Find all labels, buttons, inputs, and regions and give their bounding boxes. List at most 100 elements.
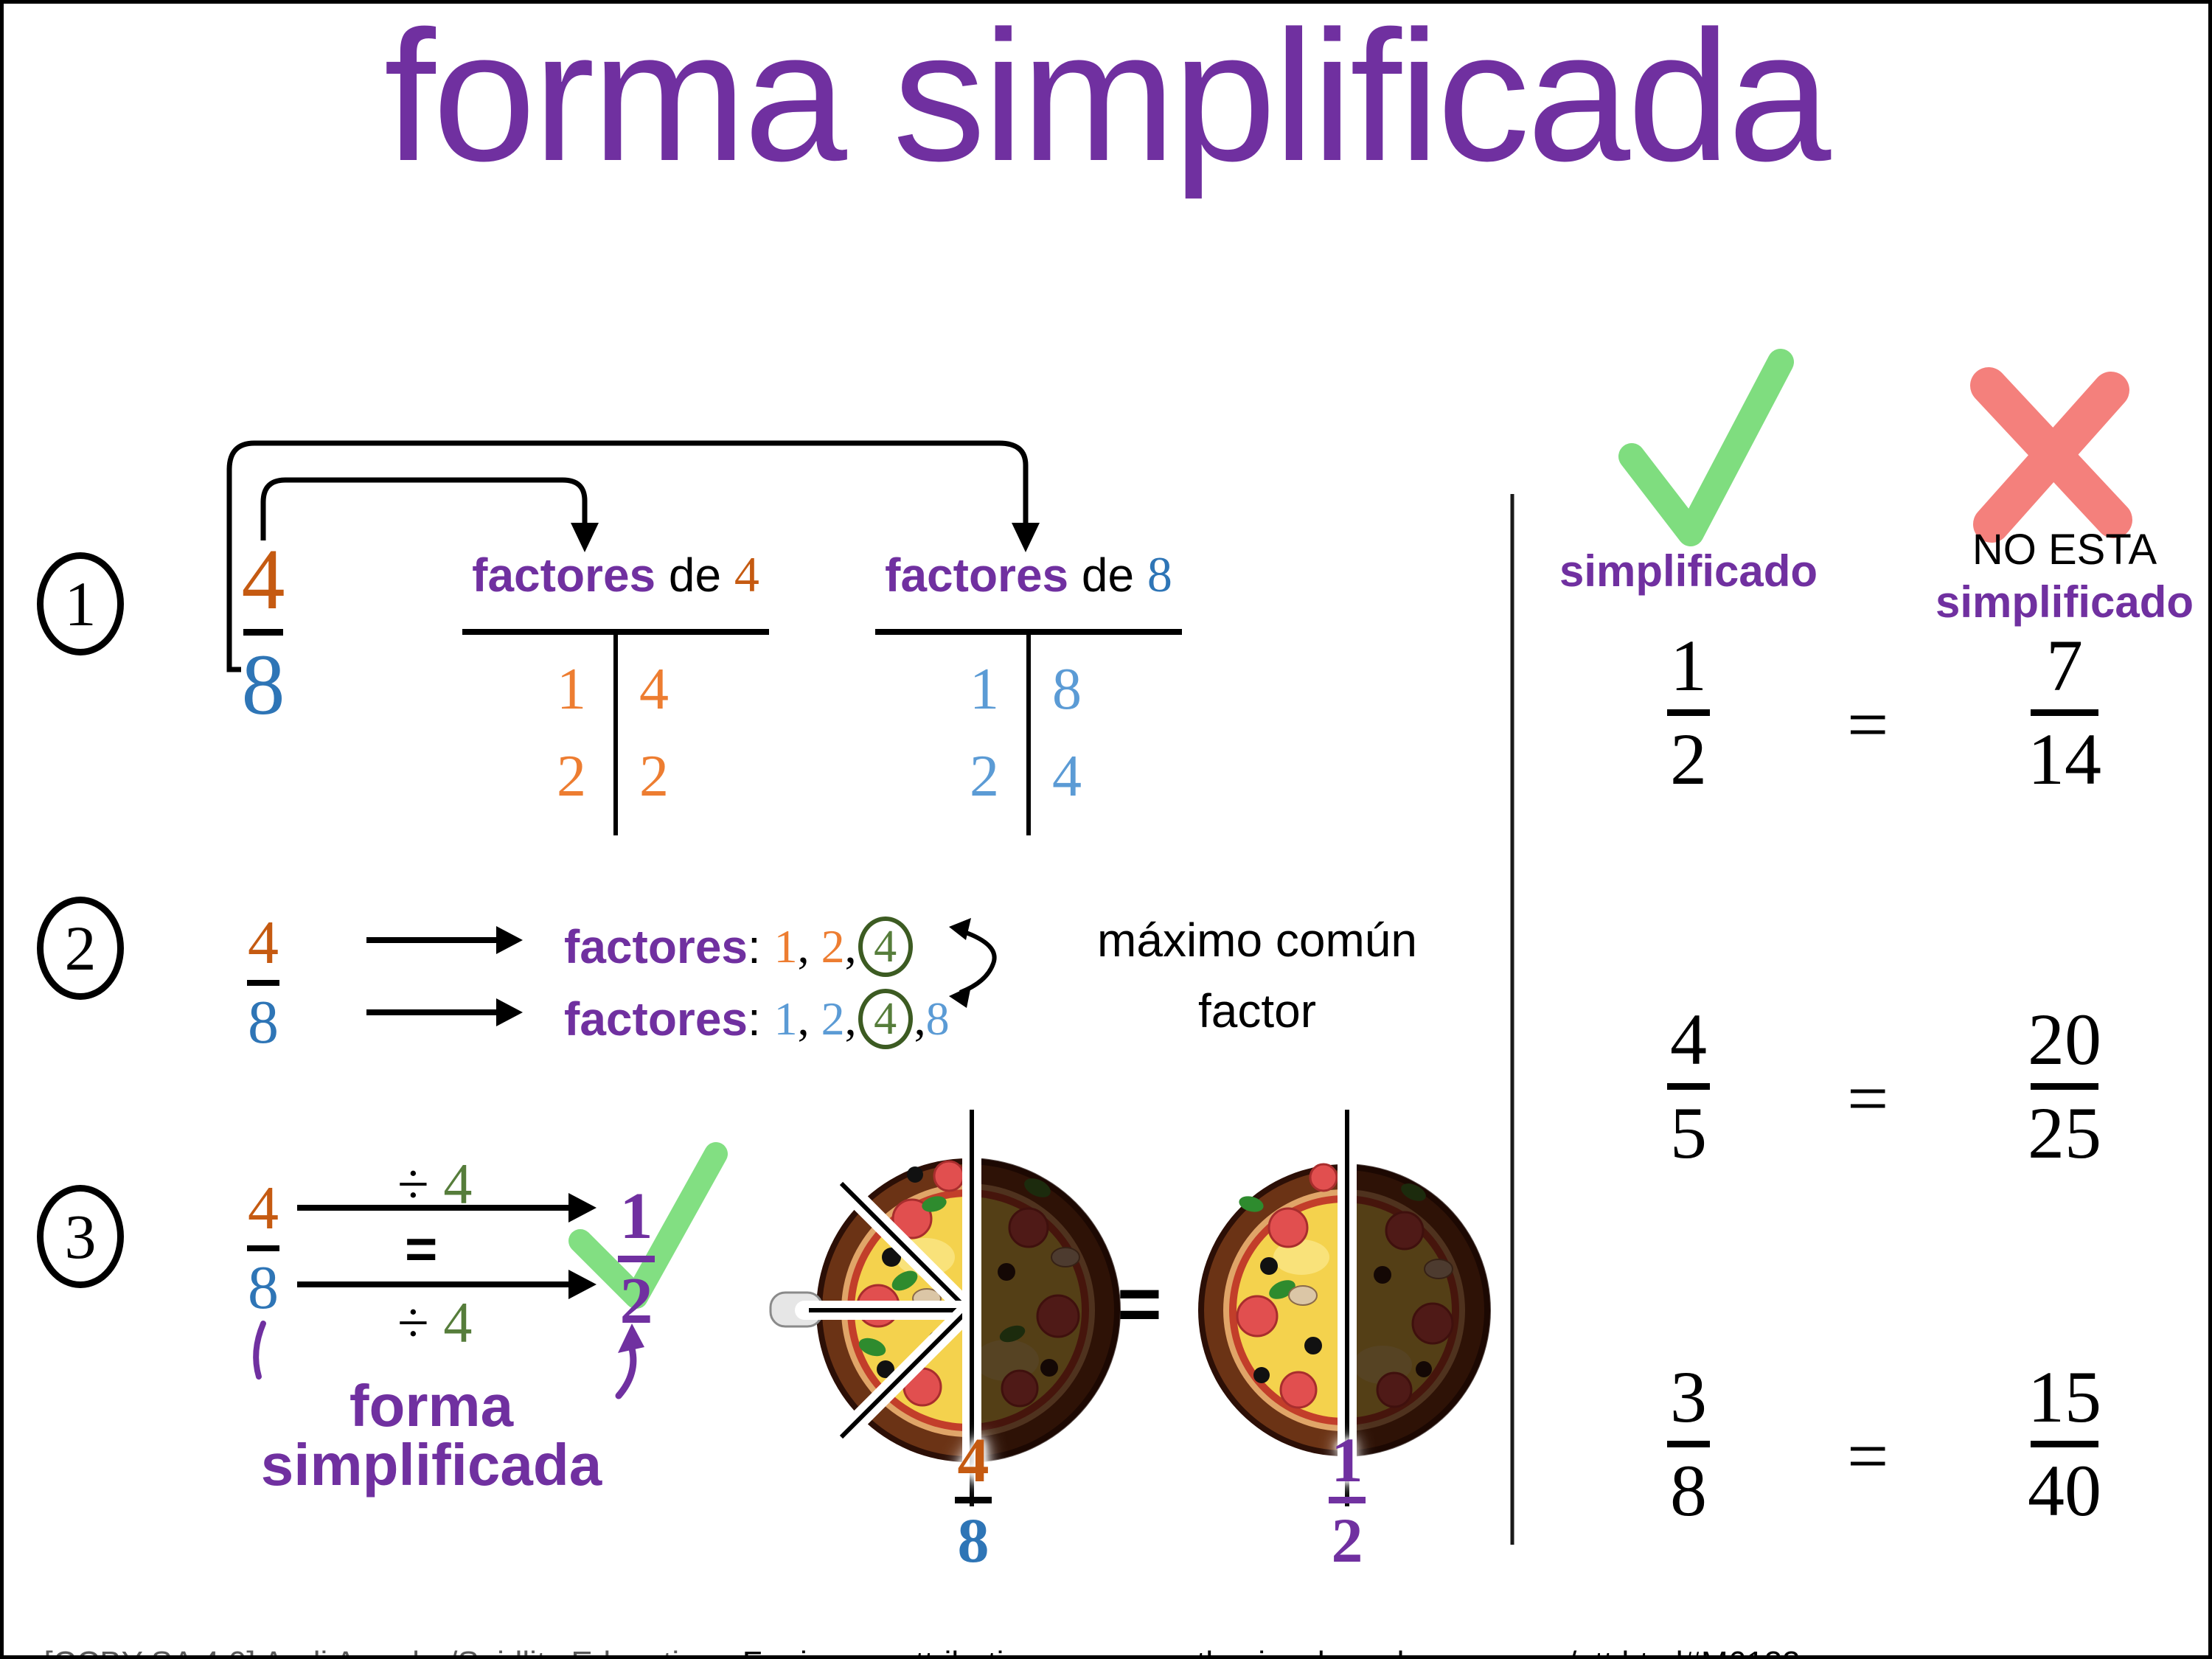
pizza-right-fraction: 1 2 [1303,1428,1391,1572]
factors-word: factores [885,549,1069,602]
step-1-fraction-denominator: 8 [241,636,285,733]
pizza-right-denominator: 2 [1331,1505,1363,1576]
step-2-number: 2 [64,913,97,984]
arrow-divide-bottom-icon [297,1270,597,1299]
factor-1: 1 [773,992,798,1045]
step-2-badge: 2 [37,897,124,1000]
fraction-bar [1667,1083,1710,1090]
step-1-fraction-numerator: 4 [241,531,285,627]
comparison-row-2-right-fraction: 20 25 [2013,1003,2116,1170]
step-3-fraction-denominator: 8 [248,1253,279,1322]
arrow-divide-top-icon [297,1193,597,1222]
step-3-badge: 3 [37,1185,124,1288]
arrow-numerator-factors-icon [366,926,523,954]
table-cell: 1 [970,657,999,722]
factors-of-4-number: 4 [734,546,759,602]
denominator: 40 [2028,1450,2101,1531]
equals-sign: = [405,1218,438,1281]
comma: , [914,992,926,1045]
comma: , [844,992,857,1045]
curved-arrow-to-factors-of-8-icon [226,440,1040,672]
step-2-fraction-bar [247,980,279,986]
numerator: 20 [2028,998,2101,1080]
factors-list-numerator: factores: 1, 2,4 [564,917,914,977]
numerator: 3 [1670,1356,1707,1438]
simplified-label: simplificado [1559,546,1818,596]
license-text: [CCBY-SA 4.0] Areli Amador/Seidlitz Educ… [44,1645,724,1656]
step-1-badge: 1 [37,552,124,655]
numerator: 1 [1670,625,1707,706]
gcf-swap-arrow-icon [949,918,997,1008]
fraction-bar [2031,1083,2098,1090]
pizza-left-fraction: 4 8 [929,1428,1018,1572]
caption-hook-icon [253,1321,266,1380]
pizza-eighths-icon [769,1106,1121,1510]
comma: , [844,920,857,973]
table-cell: 1 [557,657,586,722]
pizza-equals-sign: = [1117,1262,1162,1347]
step-3-fraction-numerator: 4 [248,1174,279,1242]
comma: , [797,992,821,1045]
comparison-row-1-left-fraction: 1 2 [1644,629,1733,796]
fraction-bar [2031,1441,2098,1447]
pizza-left-denominator: 8 [957,1505,990,1576]
step-2-fraction: 4 8 [225,912,302,1054]
step-2-fraction-numerator: 4 [248,908,279,977]
numerator: 15 [2028,1356,2101,1438]
circled-gcf-4: 4 [858,989,913,1049]
table-cell: 4 [639,657,669,722]
pizza-left-fraction-bar [955,1497,992,1503]
comparison-row-3-right-fraction: 15 40 [2013,1360,2116,1528]
check-icon [568,1142,728,1309]
denominator: 8 [1670,1450,1707,1531]
factors-word: factores [564,992,748,1046]
attribution: [CCBY-SA 4.0] Areli Amador/Seidlitz Educ… [26,1615,1801,1656]
factors-word: factores [564,920,748,973]
graphics-layer [226,349,2132,1545]
step-1-number: 1 [64,568,97,639]
step-3-fraction: 4 8 [225,1178,302,1319]
factor-table-of-4-lines [462,629,769,835]
table-cell: 4 [1052,744,1082,809]
pizza-right-fraction-bar [1329,1497,1366,1503]
result-fraction-bar [618,1256,655,1262]
page-title: forma simplificada [383,0,1832,200]
result-numerator: 1 [619,1180,653,1253]
step-3-number: 3 [64,1201,97,1272]
denominator: 14 [2028,718,2101,800]
divide-by-4-top: ÷ 4 [397,1155,472,1213]
not-simplified-x-icon [1970,367,2132,543]
de-word: de [655,549,734,602]
attribution-note: For image attribution, see www.thevisual… [724,1645,1801,1656]
comparison-row-2-equals: = [1847,1057,1889,1139]
comparison-row-1-right-fraction: 7 14 [2013,629,2116,796]
factor-1: 1 [773,920,798,973]
not-simplified-label-top: NO ESTA [1972,526,2157,574]
caption-up-arrow-icon [615,1324,644,1399]
fraction-bar [1667,709,1710,716]
gcf-label-line-1: máximo común [1097,914,1417,967]
numerator: 4 [1670,998,1707,1080]
factor-table-of-8-lines [875,629,1182,835]
divide-by-4-bottom: ÷ 4 [397,1294,472,1352]
curved-arrow-to-factors-of-4-icon [260,477,599,552]
pizza-left-numerator: 4 [957,1425,990,1495]
result-denominator: 2 [619,1265,653,1338]
not-simplified-label-bottom: simplificado [1935,577,2194,627]
numerator: 7 [2046,625,2083,706]
arrow-denominator-factors-icon [366,998,523,1026]
divide-sign: ÷ [397,1152,444,1216]
colon: : [748,920,774,973]
pizza-right-numerator: 1 [1331,1425,1363,1495]
table-cell: 8 [1052,657,1082,722]
step-3-fraction-bar [247,1245,279,1251]
denominator: 2 [1670,718,1707,800]
comparison-row-1-equals: = [1847,684,1889,765]
comparison-row-3-equals: = [1847,1415,1889,1497]
step-1-fraction-bar [243,629,283,636]
table-cell: 2 [639,744,669,809]
comparison-row-2-left-fraction: 4 5 [1644,1003,1733,1170]
factor-3: 8 [925,992,950,1045]
simplified-form-caption: forma simplificada [260,1373,602,1498]
